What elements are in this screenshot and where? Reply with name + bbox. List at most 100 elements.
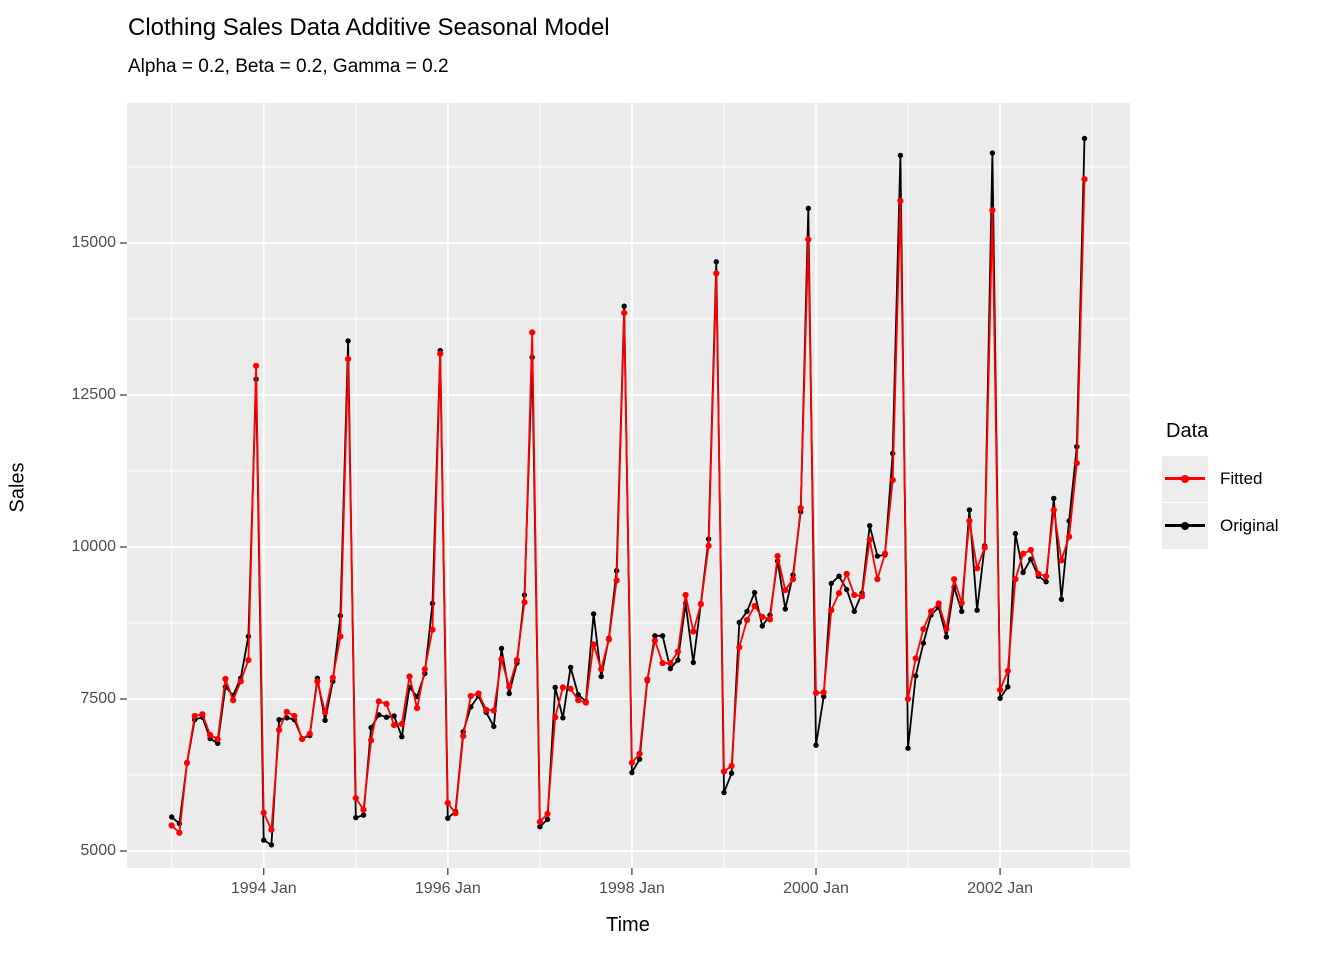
x-tick-label: 2002 Jan	[967, 880, 1033, 897]
fitted-point	[452, 810, 459, 817]
original-point	[575, 692, 581, 698]
fitted-point	[782, 587, 789, 594]
original-point	[913, 673, 919, 679]
legend: Data Fitted Original	[1162, 420, 1279, 549]
fitted-point	[245, 657, 252, 664]
fitted-point	[997, 686, 1004, 694]
fitted-point	[552, 714, 559, 721]
fitted-point	[329, 674, 336, 681]
original-point	[360, 812, 367, 818]
original-point	[506, 690, 512, 697]
fitted-point	[1035, 570, 1042, 577]
fitted-point	[713, 270, 720, 277]
fitted-point	[322, 709, 329, 716]
y-tick-label: 12500	[71, 386, 117, 403]
original-point	[713, 259, 719, 265]
fitted-point	[1066, 533, 1073, 540]
original-point	[590, 611, 597, 617]
original-point	[821, 693, 827, 700]
fitted-point	[1020, 550, 1027, 557]
fitted-point	[575, 697, 582, 704]
fitted-point	[260, 809, 267, 816]
fitted-point	[498, 656, 505, 663]
original-point	[215, 740, 221, 747]
fitted-point	[613, 577, 620, 584]
fitted-point	[590, 641, 597, 648]
fitted-point	[306, 730, 313, 737]
original-point	[675, 657, 681, 663]
y-tick-label: 10000	[71, 538, 117, 555]
original-point	[974, 607, 980, 613]
fitted-point	[843, 570, 850, 577]
fitted-point	[751, 602, 758, 610]
fitted-point	[935, 600, 942, 607]
fitted-point	[828, 607, 835, 614]
fitted-point	[582, 699, 590, 706]
fitted-point	[383, 700, 390, 708]
fitted-point	[743, 616, 751, 624]
original-point	[345, 338, 351, 344]
chart-subtitle: Alpha = 0.2, Beta = 0.2, Gamma = 0.2	[128, 56, 449, 77]
fitted-point	[621, 309, 628, 316]
fitted-point	[927, 608, 935, 615]
fitted-point	[529, 329, 536, 336]
original-point	[905, 745, 911, 751]
fitted-point	[897, 197, 904, 205]
original-point	[1058, 596, 1065, 602]
fitted-point	[253, 362, 260, 369]
fitted-point	[230, 697, 237, 704]
fitted-point	[337, 633, 344, 640]
fitted-point	[276, 726, 283, 734]
fitted-point	[437, 350, 444, 357]
original-point	[744, 608, 750, 615]
original-point	[1020, 569, 1026, 576]
fitted-point	[237, 678, 244, 685]
original-point	[560, 715, 566, 721]
fitted-point	[690, 628, 697, 635]
y-tick-label: 7500	[80, 690, 116, 707]
fitted-point	[835, 590, 843, 597]
original-point	[445, 815, 451, 821]
original-point	[629, 769, 635, 776]
fitted-point	[1073, 460, 1080, 467]
original-point	[383, 714, 390, 720]
fitted-point	[183, 759, 191, 766]
fitted-point	[544, 810, 551, 818]
original-point	[621, 303, 627, 309]
original-point	[322, 717, 328, 723]
original-point	[491, 723, 497, 730]
fitted-point	[820, 689, 827, 696]
fitted-point	[805, 236, 812, 243]
original-point	[874, 553, 881, 559]
fitted-point	[506, 683, 513, 690]
fitted-point	[1043, 573, 1050, 580]
fitted-point	[222, 675, 229, 683]
fitted-point	[644, 676, 651, 683]
fitted-point	[536, 818, 544, 825]
original-point	[844, 586, 850, 593]
fitted-point	[352, 795, 359, 802]
original-point	[498, 645, 505, 652]
fitted-point	[943, 626, 950, 633]
original-point	[268, 842, 275, 848]
fitted-point	[605, 636, 613, 643]
original-point	[261, 837, 267, 843]
original-point	[537, 824, 543, 830]
x-tick-label: 1996 Jan	[414, 880, 481, 897]
fitted-point	[866, 536, 873, 543]
x-tick-label: 1994 Jan	[230, 880, 297, 897]
original-point	[989, 150, 996, 156]
fitted-point	[521, 599, 528, 606]
fitted-point	[636, 750, 643, 757]
fitted-point	[1012, 576, 1019, 583]
legend-title: Data	[1166, 420, 1209, 442]
fitted-point	[728, 762, 735, 770]
legend-item-original: Original	[1162, 502, 1279, 549]
fitted-point	[789, 576, 797, 583]
fitted-point	[1050, 506, 1057, 513]
fitted-point	[667, 660, 674, 667]
fitted-point	[299, 736, 306, 743]
original-point	[805, 205, 811, 211]
original-point	[897, 152, 904, 159]
